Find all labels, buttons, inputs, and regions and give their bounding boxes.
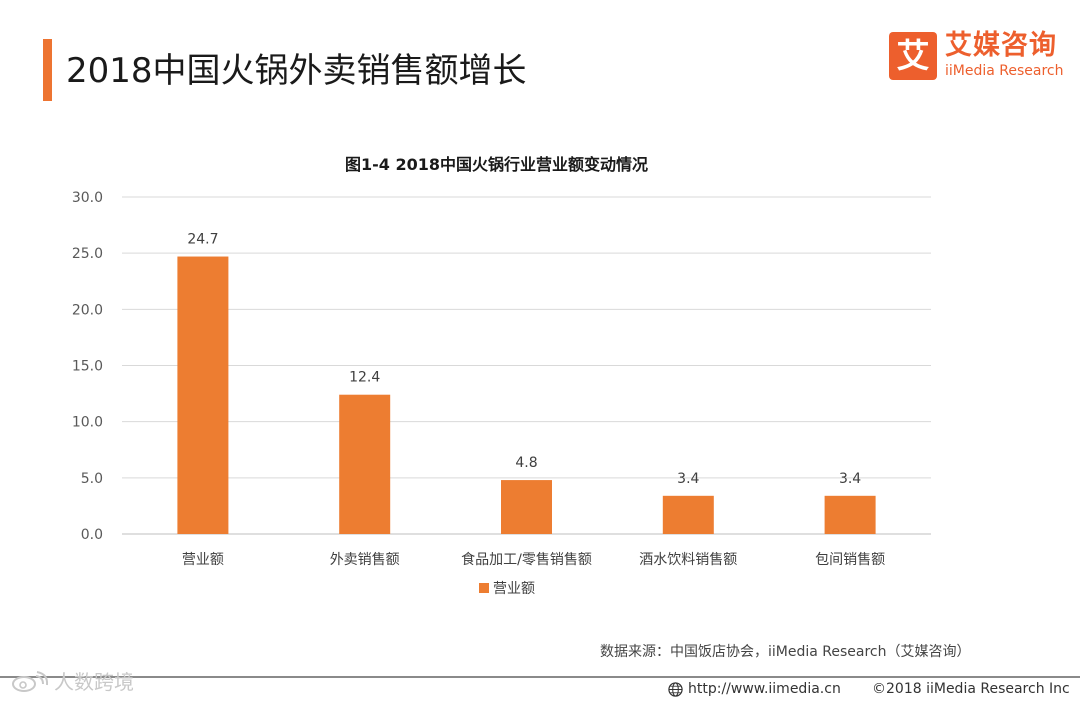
data-label: 4.8 xyxy=(515,455,537,471)
x-tick-label: 酒水饮料销售额 xyxy=(639,552,737,568)
y-tick-label: 10.0 xyxy=(72,415,103,431)
bar-chart: 图1-4 2018中国火锅行业营业额变动情况 0.0 5.0 10.0 15.0 20.0… xyxy=(72,155,931,597)
x-tick-label: 食品加工/零售销售额 xyxy=(461,551,592,568)
footer-copyright: ©2018 iiMedia Research Inc xyxy=(872,681,1070,697)
data-label: 3.4 xyxy=(677,471,699,487)
data-label: 24.7 xyxy=(187,232,218,248)
data-label: 3.4 xyxy=(839,471,861,487)
title-accent-bar xyxy=(43,39,52,101)
y-tick-label: 30.0 xyxy=(72,190,103,206)
bar xyxy=(177,256,229,534)
footer-url[interactable]: http://www.iimedia.cn xyxy=(668,680,841,698)
y-tick-label: 5.0 xyxy=(81,471,103,487)
globe-icon xyxy=(668,681,683,697)
footer-divider xyxy=(0,676,1080,678)
footer-url-text[interactable]: http://www.iimedia.cn xyxy=(688,681,841,697)
legend-label: 营业额 xyxy=(493,581,535,597)
y-tick-label: 25.0 xyxy=(72,246,103,262)
chart-title: 图1-4 2018中国火锅行业营业额变动情况 xyxy=(345,155,648,174)
bar xyxy=(662,495,714,534)
watermark-text: 人数跨境 xyxy=(54,670,134,694)
y-tick-label: 20.0 xyxy=(72,302,103,318)
watermark: 人数跨境 xyxy=(10,669,134,695)
data-source: 数据来源：中国饭店协会，iiMedia Research（艾媒咨询） xyxy=(600,644,971,660)
x-tick-label: 外卖销售额 xyxy=(330,552,400,568)
logo-text-en: iiMedia Research xyxy=(945,63,1064,79)
y-tick-label: 15.0 xyxy=(72,359,103,375)
x-tick-label: 营业额 xyxy=(182,552,224,568)
iimedia-logo-icon: 艾 xyxy=(889,32,937,80)
data-label: 12.4 xyxy=(349,370,380,386)
page-title: 2018中国火锅外卖销售额增长 xyxy=(66,51,527,91)
legend-swatch xyxy=(479,583,489,593)
bar xyxy=(339,394,391,534)
y-tick-label: 0.0 xyxy=(81,527,103,543)
bar xyxy=(501,480,552,534)
x-tick-label: 包间销售额 xyxy=(815,552,885,568)
logo-text-cn: 艾媒咨询 xyxy=(945,30,1057,61)
weibo-icon xyxy=(12,671,49,692)
bar xyxy=(824,495,876,534)
